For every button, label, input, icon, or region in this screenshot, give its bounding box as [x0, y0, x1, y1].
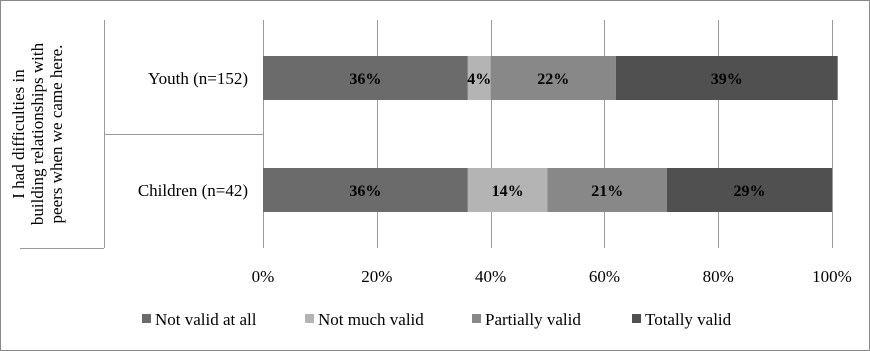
- bar-1-4: [615, 56, 838, 100]
- group-label: I had difficulties inbuilding relationsh…: [9, 42, 66, 225]
- data-label-2-4: 29%: [733, 183, 765, 200]
- x-tick-label-4: 80%: [703, 267, 734, 286]
- legend-label-3: Partially valid: [485, 310, 581, 329]
- bar-2-4: [666, 168, 832, 212]
- group-label-line-1: I had difficulties in: [9, 69, 28, 199]
- bar-2-1: [263, 168, 468, 212]
- data-label-1-1: 36%: [349, 71, 381, 88]
- x-tick-label-5: 100%: [812, 267, 852, 286]
- data-label-1-3: 22%: [537, 71, 569, 88]
- legend-swatch-1: [142, 314, 151, 323]
- bars: [263, 56, 838, 212]
- data-label-2-2: 14%: [492, 183, 524, 200]
- bar-1-2: [467, 56, 491, 100]
- legend-label-2: Not much valid: [318, 310, 424, 329]
- data-label-1-2: 4%: [467, 71, 491, 88]
- legend-item-3: Partially valid: [472, 310, 581, 329]
- data-label-2-3: 21%: [591, 183, 623, 200]
- x-tick-label-2: 40%: [475, 267, 506, 286]
- data-label-2-1: 36%: [349, 183, 381, 200]
- bar-2-2: [467, 168, 548, 212]
- legend-item-2: Not much valid: [305, 310, 424, 329]
- x-tick-label-1: 20%: [361, 267, 392, 286]
- data-labels: 36% 4% 22% 39% 36% 14% 21% 29%: [349, 71, 765, 200]
- legend-swatch-3: [472, 314, 481, 323]
- x-tick-labels: 0% 20% 40% 60% 80% 100%: [252, 267, 852, 286]
- legend: Not valid at all Not much valid Partially …: [142, 310, 732, 329]
- legend-item-1: Not valid at all: [142, 310, 257, 329]
- bar-2-3: [547, 168, 667, 212]
- legend-swatch-4: [632, 314, 641, 323]
- legend-item-4: Totally valid: [632, 310, 732, 329]
- group-label-line-3: peers when we came here.: [47, 45, 66, 224]
- category-labels: Youth (n=152) Children (n=42): [138, 69, 248, 200]
- group-label-text: I had difficulties inbuilding relationsh…: [9, 42, 66, 225]
- legend-swatch-2: [305, 314, 314, 323]
- bar-1-3: [490, 56, 616, 100]
- x-tick-label-3: 60%: [589, 267, 620, 286]
- legend-label-4: Totally valid: [645, 310, 732, 329]
- bar-1-1: [263, 56, 468, 100]
- data-label-1-4: 39%: [711, 71, 743, 88]
- x-tick-label-0: 0%: [252, 267, 275, 286]
- category-label-2: Children (n=42): [138, 181, 248, 200]
- legend-label-1: Not valid at all: [155, 310, 257, 329]
- axis-structure: [20, 20, 263, 249]
- group-label-line-2: building relationships with: [28, 42, 47, 225]
- category-label-1: Youth (n=152): [148, 69, 248, 88]
